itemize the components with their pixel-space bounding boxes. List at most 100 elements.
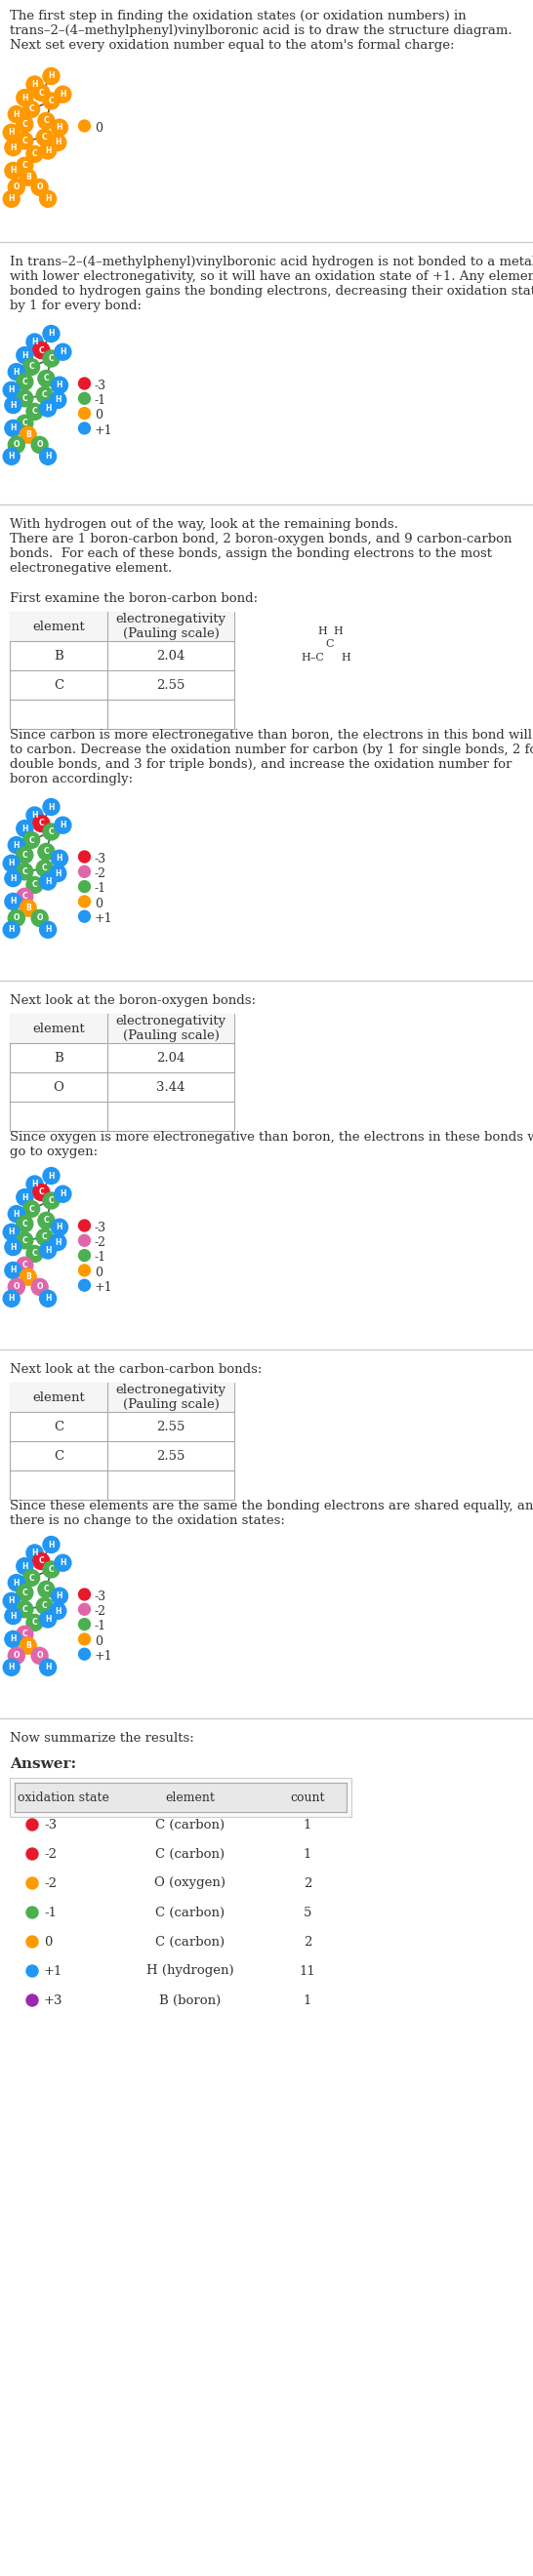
Text: B: B [54, 1051, 63, 1064]
Text: H: H [10, 1265, 16, 1275]
Text: 2: 2 [303, 1878, 312, 1891]
Text: B: B [54, 649, 63, 662]
Circle shape [26, 806, 43, 824]
Text: H–C: H–C [301, 652, 324, 662]
Text: H: H [45, 1615, 51, 1623]
Text: 2: 2 [303, 1935, 312, 1947]
Text: C: C [38, 1556, 44, 1566]
Circle shape [17, 819, 33, 837]
Circle shape [3, 1291, 20, 1306]
Bar [10, 1015, 235, 1131]
Text: -3: -3 [94, 853, 106, 866]
Circle shape [20, 1270, 36, 1285]
Text: H: H [31, 1180, 38, 1188]
Circle shape [39, 1659, 56, 1674]
Circle shape [26, 1615, 43, 1631]
Text: H: H [60, 348, 66, 355]
Text: element: element [166, 1790, 215, 1803]
Text: C: C [32, 407, 37, 417]
Text: 2.55: 2.55 [157, 1419, 185, 1432]
Circle shape [17, 1190, 33, 1206]
Circle shape [50, 1602, 66, 1620]
Text: C: C [44, 848, 49, 855]
Circle shape [23, 832, 39, 848]
Text: H: H [55, 397, 61, 404]
Circle shape [23, 1569, 39, 1587]
Text: H: H [48, 804, 54, 811]
Text: Since carbon is more electronegative than boron, the electrons in this bond will: Since carbon is more electronegative tha… [10, 729, 533, 786]
Circle shape [8, 363, 25, 381]
Text: C: C [38, 345, 44, 355]
Circle shape [39, 873, 56, 889]
Text: C: C [326, 639, 334, 649]
Text: C: C [32, 1618, 37, 1628]
Text: O: O [13, 1283, 20, 1291]
Circle shape [17, 131, 33, 149]
Circle shape [79, 896, 90, 907]
Text: H: H [56, 1592, 63, 1600]
Circle shape [3, 381, 20, 399]
Text: H: H [8, 1597, 14, 1605]
Text: B: B [25, 1273, 31, 1280]
Circle shape [8, 1278, 25, 1296]
Text: C: C [38, 819, 44, 827]
Circle shape [31, 178, 48, 196]
Text: C: C [22, 1631, 27, 1638]
Text: 1: 1 [303, 1847, 312, 1860]
Circle shape [26, 335, 43, 350]
Text: count: count [290, 1790, 325, 1803]
Text: C: C [29, 363, 34, 371]
Circle shape [3, 922, 20, 938]
Text: O: O [53, 1082, 64, 1092]
Circle shape [26, 1546, 43, 1561]
Circle shape [8, 435, 25, 453]
Circle shape [17, 415, 33, 433]
Circle shape [79, 1618, 90, 1631]
Circle shape [8, 1206, 25, 1221]
Text: H: H [8, 193, 14, 204]
Circle shape [79, 1221, 90, 1231]
Text: -1: -1 [94, 394, 106, 407]
Text: First examine the boron-carbon bond:: First examine the boron-carbon bond: [10, 592, 258, 605]
Text: Now summarize the results:: Now summarize the results: [10, 1731, 194, 1744]
Circle shape [79, 392, 90, 404]
Text: -1: -1 [94, 1252, 106, 1265]
Circle shape [26, 1937, 38, 1947]
Circle shape [26, 876, 43, 894]
Circle shape [8, 837, 25, 853]
Circle shape [79, 1249, 90, 1262]
Circle shape [26, 1878, 38, 1888]
Text: C: C [42, 1234, 47, 1242]
Text: H: H [10, 873, 16, 884]
Text: 5: 5 [303, 1906, 312, 1919]
Text: Since these elements are the same the bonding electrons are shared equally, and
: Since these elements are the same the bo… [10, 1499, 533, 1528]
Text: C: C [49, 827, 54, 837]
Circle shape [8, 909, 25, 927]
Text: C: C [42, 392, 47, 399]
Text: -2: -2 [44, 1878, 56, 1891]
Circle shape [79, 912, 90, 922]
Circle shape [31, 1278, 48, 1296]
Text: C: C [22, 379, 27, 386]
Circle shape [79, 850, 90, 863]
Circle shape [38, 113, 54, 129]
Circle shape [79, 1234, 90, 1247]
Bar [10, 1777, 351, 1816]
Text: O: O [36, 183, 43, 191]
Text: C: C [22, 394, 27, 402]
Text: H: H [31, 1548, 38, 1558]
Text: -3: -3 [94, 1221, 106, 1234]
Circle shape [39, 922, 56, 938]
Circle shape [17, 389, 33, 407]
Circle shape [33, 343, 50, 358]
Circle shape [26, 1906, 38, 1919]
Text: element: element [33, 1023, 85, 1036]
Text: 0: 0 [94, 896, 102, 909]
Circle shape [26, 1965, 38, 1976]
Circle shape [3, 855, 20, 871]
Text: H: H [8, 129, 14, 137]
Text: 1: 1 [303, 1994, 312, 2007]
Text: O: O [36, 440, 43, 448]
Text: C: C [32, 149, 37, 160]
Text: C: C [44, 1584, 49, 1595]
